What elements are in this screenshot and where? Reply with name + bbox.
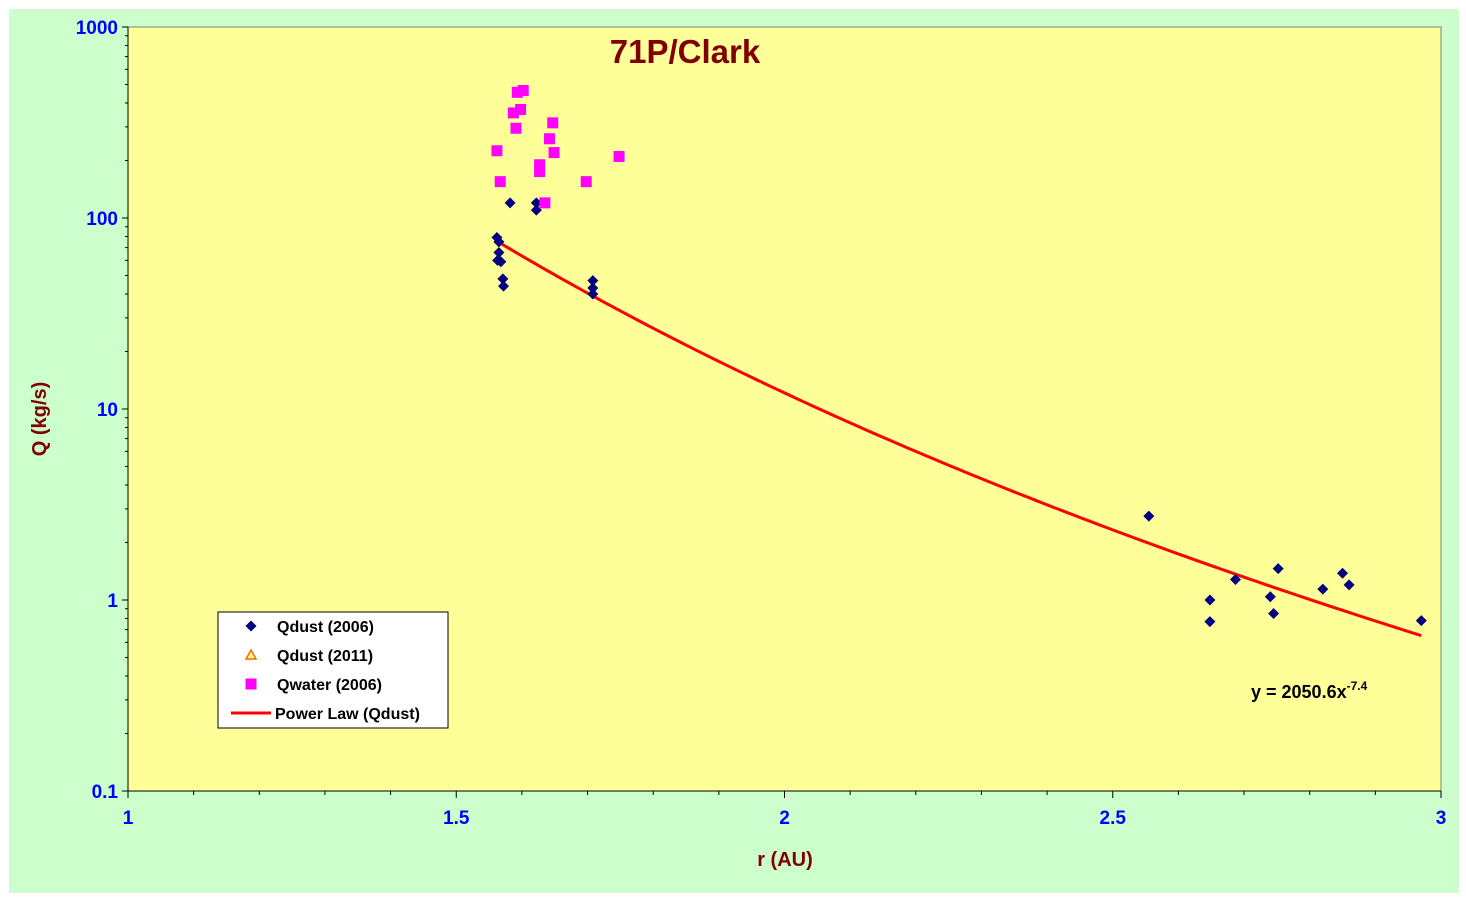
y-tick-label: 1: [107, 591, 118, 612]
data-point-series-0: [1268, 607, 1280, 619]
chart-title: 71P/Clark: [610, 33, 761, 70]
y-tick-label: 0.1: [92, 782, 119, 803]
x-tick-label: 3: [1436, 808, 1447, 829]
data-point-series-0: [530, 197, 542, 209]
data-point-series-0: [504, 197, 516, 209]
data-point-series-2: [539, 197, 551, 209]
data-point-series-0: [498, 280, 510, 292]
data-point-series-0: [1337, 567, 1349, 579]
power-law-fit-line: [494, 239, 1422, 638]
data-point-series-2: [491, 145, 503, 157]
data-point-series-0: [530, 204, 542, 216]
data-point-series-2: [534, 166, 546, 178]
legend-swatch-marker: [245, 678, 257, 690]
data-point-series-0: [1204, 616, 1216, 628]
data-point-series-2: [534, 159, 546, 171]
data-point-series-0: [1230, 574, 1242, 586]
data-point-series-2: [548, 147, 560, 159]
x-axis-ticks: 1 1.5 2 2.5 3: [123, 791, 1447, 829]
legend-box: [217, 611, 449, 729]
data-point-series-2: [511, 86, 523, 98]
data-points: [491, 85, 1427, 628]
fit-equation: y = 2050.6x-7.4: [1251, 679, 1368, 702]
x-tick-label: 2: [779, 808, 790, 829]
y-tick-label: 10: [97, 400, 118, 421]
data-point-series-2: [507, 107, 519, 119]
data-point-series-0: [495, 256, 507, 268]
legend-label: Qdust (2011): [277, 648, 373, 665]
data-point-series-0: [1415, 615, 1427, 627]
legend-swatch-marker: [245, 620, 257, 632]
legend-swatch-marker: [244, 648, 258, 660]
data-point-series-2: [580, 176, 592, 188]
data-point-series-2: [543, 133, 555, 145]
data-point-series-0: [493, 246, 505, 258]
data-point-series-0: [587, 288, 599, 300]
data-point-series-2: [547, 117, 559, 129]
legend-label: Qdust (2006): [277, 619, 374, 636]
data-point-series-2: [510, 122, 522, 134]
data-point-series-0: [493, 236, 505, 248]
fit-equation-base: y = 2050.6x: [1251, 682, 1347, 702]
data-point-series-0: [1143, 510, 1155, 522]
x-tick-label: 2.5: [1100, 808, 1127, 829]
legend-label: Qwater (2006): [277, 677, 382, 694]
data-point-series-2: [494, 176, 506, 188]
data-point-series-0: [1343, 579, 1355, 591]
data-point-series-0: [1272, 563, 1284, 575]
fit-equation-exponent: -7.4: [1347, 679, 1368, 693]
data-point-series-2: [515, 103, 527, 115]
chart-frame: 0.1 1 10 100 1000 1 1.5 2 2.5 3 71P/Clark r (AU)…: [9, 9, 1459, 893]
y-axis-ticks: 0.1 1 10 100 1000: [76, 18, 128, 803]
data-point-series-0: [1264, 591, 1276, 603]
data-point-series-0: [1204, 594, 1216, 606]
legend-label: Power Law (Qdust): [275, 706, 420, 723]
data-point-series-0: [587, 275, 599, 287]
y-axis-title: Q (kg/s): [29, 382, 51, 456]
legend: Qdust (2006) Qdust (2011) Qwater (2006) Pow…: [217, 611, 449, 729]
data-point-series-0: [497, 273, 509, 285]
y-tick-label: 1000: [76, 18, 118, 39]
data-point-series-0: [587, 282, 599, 294]
data-point-series-2: [613, 150, 625, 162]
data-point-series-2: [517, 85, 529, 97]
data-point-series-0: [1317, 583, 1329, 595]
y-tick-label: 100: [86, 209, 118, 230]
x-axis-title: r (AU): [757, 849, 813, 871]
x-tick-label: 1: [123, 808, 134, 829]
legend-items: Qdust (2006) Qdust (2011) Qwater (2006) Pow…: [231, 619, 420, 723]
x-tick-label: 1.5: [443, 808, 470, 829]
